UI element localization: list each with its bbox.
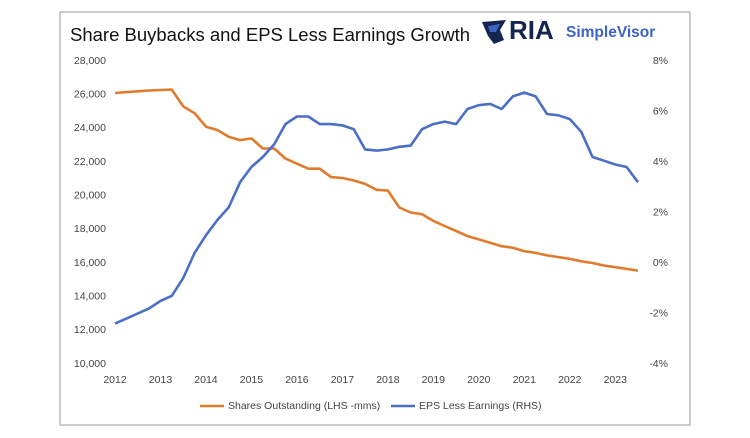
x-tick-label: 2019: [422, 374, 446, 386]
data-line: [114, 88, 639, 272]
y2-tick-label: -4%: [649, 358, 668, 370]
y2-tick-label: 6%: [653, 105, 668, 117]
y2-tick-label: 8%: [653, 55, 668, 67]
y-tick-label: 20,000: [74, 189, 106, 201]
y-tick-label: 28,000: [74, 55, 106, 67]
y2-tick-label: 0%: [653, 257, 668, 269]
chart-title: Share Buybacks and EPS Less Earnings Gro…: [70, 24, 470, 45]
y-tick-label: 26,000: [74, 88, 106, 100]
x-tick-label: 2020: [467, 374, 491, 386]
x-tick-label: 2021: [513, 374, 537, 386]
x-tick-label: 2017: [331, 374, 355, 386]
x-tick-label: 2014: [194, 374, 218, 386]
data-line: [114, 91, 640, 325]
x-tick-label: 2016: [285, 374, 309, 386]
legend-label: Shares Outstanding (LHS -mms): [228, 400, 380, 412]
y-tick-label: 18,000: [74, 223, 106, 235]
y-tick-label: 22,000: [74, 156, 106, 168]
x-tick-label: 2013: [149, 374, 173, 386]
y2-tick-label: 4%: [653, 156, 668, 168]
logo-brand: RIA: [509, 15, 554, 45]
y-tick-label: 10,000: [74, 358, 106, 370]
x-tick-label: 2023: [604, 374, 628, 386]
y-tick-label: 16,000: [74, 257, 106, 269]
y-tick-label: 24,000: [74, 122, 106, 134]
y-tick-label: 12,000: [74, 324, 106, 336]
x-tick-label: 2015: [240, 374, 264, 386]
legend-label: EPS Less Earnings (RHS): [419, 400, 542, 412]
y2-tick-label: 2%: [653, 206, 668, 218]
x-tick-label: 2018: [376, 374, 400, 386]
y2-tick-label: -2%: [649, 307, 668, 319]
chart-frame: [59, 11, 691, 426]
logo-icon: [482, 20, 506, 44]
logo-product: SimpleVisor: [566, 24, 655, 41]
y-tick-label: 14,000: [74, 290, 106, 302]
x-tick-label: 2012: [103, 374, 127, 386]
x-tick-label: 2022: [558, 374, 582, 386]
